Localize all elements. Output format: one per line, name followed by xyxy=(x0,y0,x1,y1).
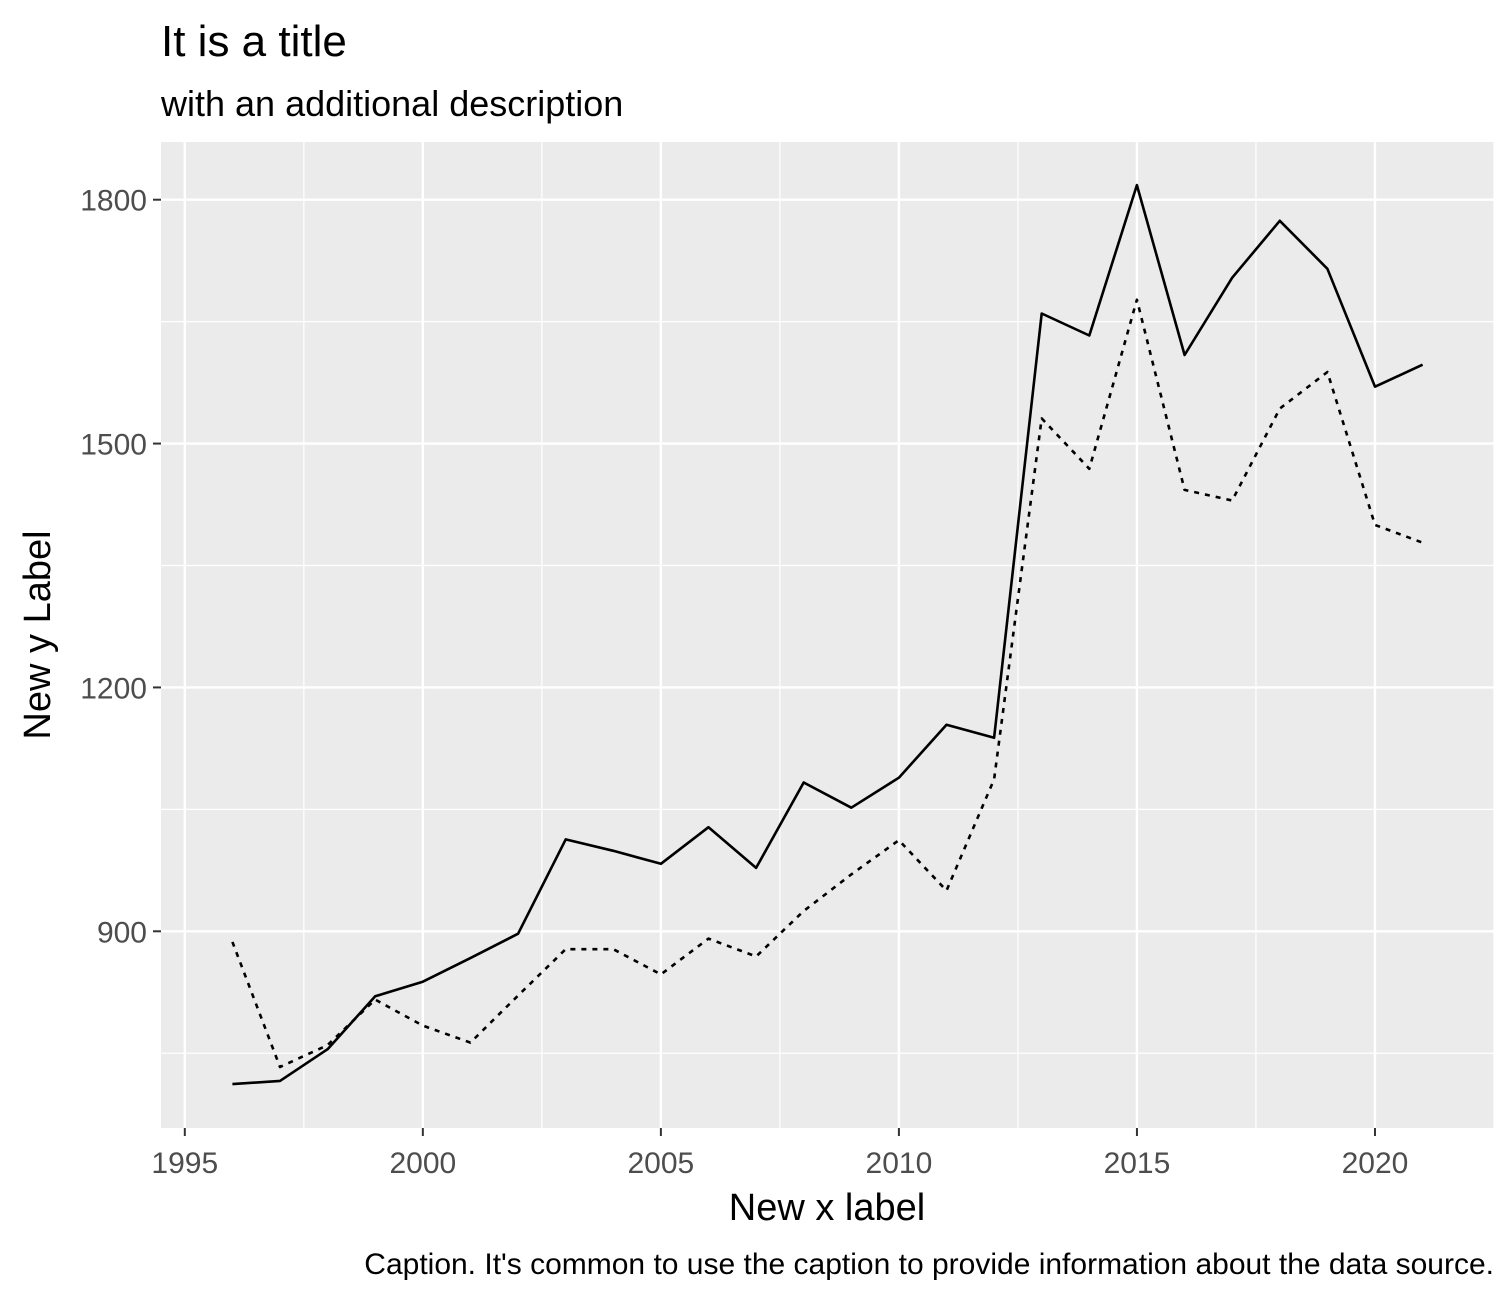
chart-caption: Caption. It's common to use the caption … xyxy=(364,1248,1494,1281)
y-tick-label: 1200 xyxy=(80,672,147,705)
series-layer xyxy=(231,183,1424,1086)
y-tick-label: 1500 xyxy=(80,429,147,462)
chart-title: It is a title xyxy=(161,17,347,66)
major-gridlines xyxy=(161,142,1494,1128)
minor-gridlines xyxy=(161,142,1495,1128)
y-tick-label: 1800 xyxy=(80,185,147,218)
x-tick-label: 2005 xyxy=(628,1147,695,1180)
x-axis-label: New x label xyxy=(729,1187,925,1229)
x-axis: 1995 2000 2005 2010 2015 2020 xyxy=(151,1128,1408,1180)
y-tick-label: 900 xyxy=(97,916,147,949)
plot-panel xyxy=(161,142,1494,1128)
y-axis: 900 1200 1500 1800 xyxy=(80,185,161,949)
x-tick-label: 2000 xyxy=(389,1147,456,1180)
y-axis-label: New y Label xyxy=(17,530,59,739)
series-line-solid xyxy=(232,183,1424,1086)
chart-subtitle: with an additional description xyxy=(160,83,623,124)
x-tick-label: 1995 xyxy=(151,1147,218,1180)
x-tick-label: 2010 xyxy=(866,1147,933,1180)
x-tick-label: 2020 xyxy=(1342,1147,1409,1180)
x-tick-label: 2015 xyxy=(1104,1147,1171,1180)
